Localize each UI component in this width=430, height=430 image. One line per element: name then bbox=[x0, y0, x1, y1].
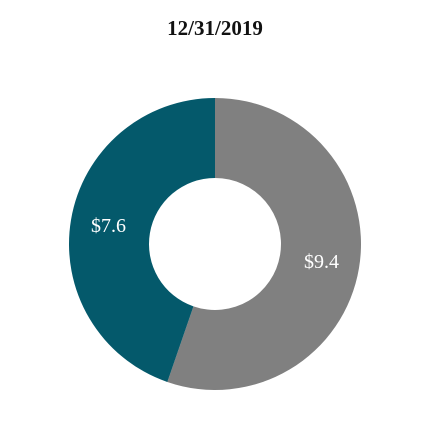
donut-slice-0 bbox=[167, 98, 362, 390]
donut-slice-1 bbox=[69, 98, 216, 382]
slice-label-0: $9.4 bbox=[304, 251, 339, 273]
donut-labels: $9.4 $7.6 bbox=[91, 215, 339, 273]
chart-title: 12/31/2019 bbox=[167, 16, 263, 40]
donut-slices bbox=[69, 98, 362, 390]
slice-label-1: $7.6 bbox=[91, 215, 126, 237]
